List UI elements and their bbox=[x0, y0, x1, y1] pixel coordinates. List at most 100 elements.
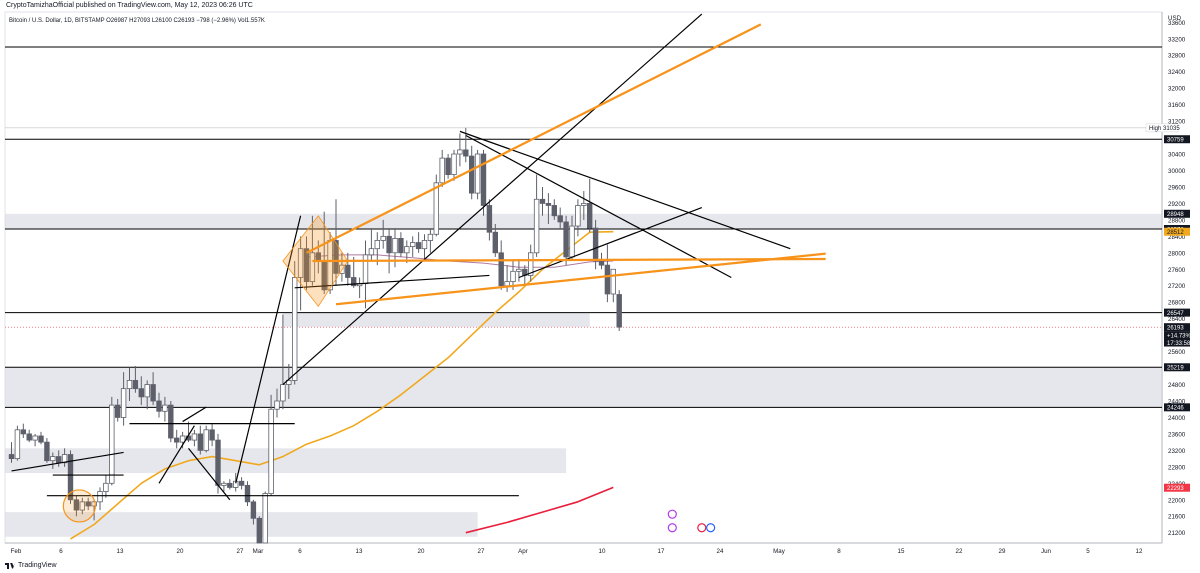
time-tick-label: 6 bbox=[59, 548, 63, 555]
orange-trend-line bbox=[312, 257, 826, 263]
price-tick-label: 26800 bbox=[1168, 300, 1186, 307]
price-label-text: 25219 bbox=[1167, 366, 1184, 372]
price-label-box bbox=[1145, 123, 1179, 133]
price-label-text: High 31035 bbox=[1149, 126, 1180, 132]
price-tick-label: 24400 bbox=[1168, 398, 1186, 405]
candle-body bbox=[227, 482, 233, 488]
candle-body bbox=[575, 205, 581, 227]
candle-body bbox=[610, 268, 616, 295]
price-tick-label: 30000 bbox=[1168, 168, 1186, 175]
time-tick-label: 29 bbox=[999, 548, 1006, 555]
price-label-box bbox=[1164, 209, 1190, 218]
candle-body bbox=[581, 203, 587, 206]
candle-body bbox=[150, 384, 156, 402]
currency-label: USD bbox=[1168, 15, 1182, 22]
price-label-text: 28948 bbox=[1167, 212, 1184, 218]
support-resistance-zone bbox=[5, 367, 1162, 408]
price-label-box bbox=[1164, 363, 1190, 372]
candle-body bbox=[510, 270, 516, 283]
horizontal-levels bbox=[5, 46, 1162, 408]
candle-body bbox=[504, 281, 510, 287]
candle-body bbox=[85, 501, 91, 507]
time-tick-label: Feb bbox=[11, 548, 22, 555]
candle-body bbox=[97, 491, 103, 503]
annotations bbox=[62, 215, 716, 533]
price-tick-label: 28400 bbox=[1168, 234, 1186, 241]
price-tick-label: 32800 bbox=[1168, 53, 1186, 60]
time-tick-label: 20 bbox=[418, 548, 425, 555]
trend-line bbox=[465, 134, 732, 279]
candle-body bbox=[303, 248, 310, 283]
candle-body bbox=[73, 499, 80, 511]
candle-body bbox=[545, 203, 552, 206]
candle-body bbox=[563, 221, 569, 258]
candle-body bbox=[191, 433, 198, 441]
support-resistance-zone bbox=[5, 512, 478, 537]
candle-body bbox=[409, 242, 416, 248]
candle-body bbox=[468, 155, 475, 194]
price-label-text: 30759 bbox=[1167, 138, 1184, 144]
price-label-box bbox=[1164, 227, 1190, 236]
candle-body bbox=[362, 254, 369, 285]
candle-body bbox=[392, 237, 398, 254]
candle-body bbox=[79, 501, 85, 511]
candle-body bbox=[592, 227, 599, 262]
price-label-box bbox=[1164, 135, 1190, 144]
price-tick-label: 24800 bbox=[1168, 382, 1186, 389]
time-tick-label: 27 bbox=[478, 548, 485, 555]
candle-body bbox=[616, 294, 622, 328]
price-tick-label: 32000 bbox=[1168, 86, 1186, 93]
moving-average-red bbox=[465, 486, 614, 534]
candle-body bbox=[162, 404, 168, 412]
candle-body bbox=[291, 277, 298, 381]
candle-body bbox=[604, 264, 611, 295]
candle-body bbox=[463, 149, 469, 157]
candle-body bbox=[244, 484, 251, 503]
price-tick-label: 32400 bbox=[1168, 69, 1186, 76]
price-tick-label: 28800 bbox=[1168, 217, 1186, 224]
candle-body bbox=[345, 264, 351, 278]
price-tick-label: 22000 bbox=[1168, 497, 1186, 504]
candle-body bbox=[457, 149, 463, 155]
candle-body bbox=[598, 260, 605, 266]
candle-body bbox=[238, 480, 245, 486]
candle-body bbox=[309, 252, 316, 283]
candle-body bbox=[256, 517, 262, 544]
time-tick-label: 8 bbox=[837, 548, 841, 555]
candle-body bbox=[280, 384, 286, 402]
candle-body bbox=[179, 435, 186, 443]
price-tick-label: 31200 bbox=[1168, 119, 1186, 126]
candle-body bbox=[274, 400, 280, 410]
candle-body bbox=[250, 501, 257, 519]
trend-line bbox=[235, 215, 302, 484]
price-label-box bbox=[1164, 338, 1190, 347]
candle-body bbox=[126, 380, 133, 390]
candle-body bbox=[415, 242, 422, 250]
footer-brand: TradingView bbox=[18, 562, 57, 569]
price-tick-label: 33600 bbox=[1168, 20, 1186, 27]
moving-average-yellow bbox=[70, 230, 614, 540]
price-label-text: 17:33:58 bbox=[1167, 341, 1191, 347]
price-tick-label: 23600 bbox=[1168, 431, 1186, 438]
price-tick-label: 21200 bbox=[1168, 530, 1186, 537]
candle-body bbox=[398, 237, 404, 254]
price-label-text: 26547 bbox=[1167, 311, 1184, 317]
candle-body bbox=[333, 240, 339, 274]
price-tick-label: 31600 bbox=[1168, 102, 1186, 109]
candle-body bbox=[32, 435, 38, 441]
trend-line bbox=[182, 406, 207, 423]
trend-line bbox=[294, 274, 490, 289]
candle-body bbox=[262, 493, 268, 544]
candle-body bbox=[569, 225, 575, 258]
candle-body bbox=[44, 441, 50, 462]
price-tick-label: 29600 bbox=[1168, 184, 1186, 191]
trend-line bbox=[282, 13, 703, 385]
candle-body bbox=[480, 153, 487, 206]
candle-body bbox=[132, 380, 139, 390]
time-tick-label: 6 bbox=[298, 548, 302, 555]
time-tick-label: 10 bbox=[599, 548, 606, 555]
candle-body bbox=[268, 408, 274, 495]
candle-body bbox=[50, 456, 56, 462]
candle-body bbox=[14, 429, 21, 460]
